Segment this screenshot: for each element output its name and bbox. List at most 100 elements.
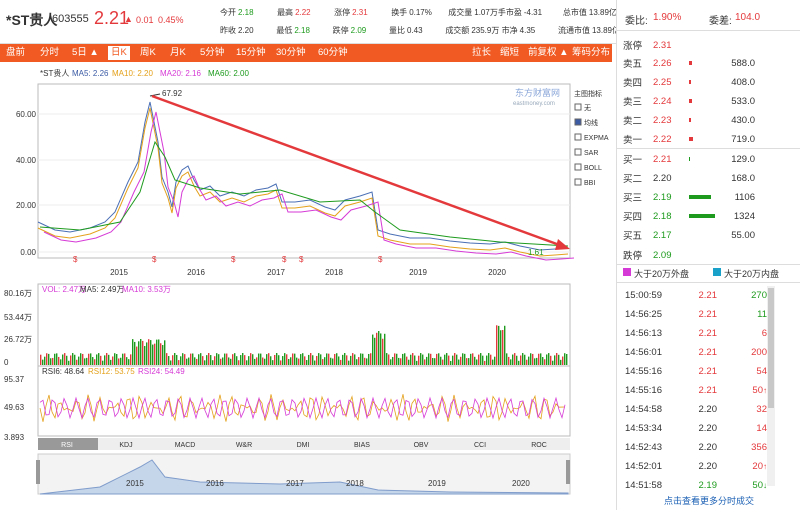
volume-bar bbox=[318, 353, 320, 365]
indicator-checkbox[interactable] bbox=[574, 148, 582, 156]
tab-1[interactable]: 分时 bbox=[40, 47, 60, 58]
ma-legend-1: MA10: 2.20 bbox=[112, 69, 153, 78]
volume-bar bbox=[150, 340, 152, 365]
volume-bar bbox=[168, 356, 170, 365]
price-line bbox=[37, 101, 569, 251]
quote-label: 量比 bbox=[388, 25, 405, 35]
tick-volume-value: 356 bbox=[751, 442, 767, 453]
quote-value: 2.18 bbox=[238, 7, 254, 17]
quote-label: 今开 bbox=[220, 7, 236, 17]
volume-bar bbox=[118, 358, 120, 365]
volume-bar bbox=[416, 360, 418, 365]
volume-bar bbox=[446, 353, 448, 365]
toolbar-right-3[interactable]: 筹码分布 bbox=[572, 47, 611, 58]
tab-2[interactable]: 5日 ▲ bbox=[72, 47, 99, 58]
volume-bar bbox=[368, 353, 370, 365]
volume-bar bbox=[412, 353, 414, 365]
indicator-checkbox[interactable] bbox=[574, 103, 582, 111]
volume-bar bbox=[228, 357, 230, 365]
toolbar-right-2[interactable]: 前复权 ▲ bbox=[528, 47, 569, 58]
volume-bar bbox=[240, 355, 242, 365]
volume-bar bbox=[422, 354, 424, 365]
volume-bar bbox=[542, 357, 544, 365]
volume-bar bbox=[158, 339, 160, 365]
volume-bar bbox=[74, 354, 76, 365]
bids-row-0: 买一 2.21 129.0 bbox=[617, 150, 800, 168]
tick-price: 2.21 bbox=[698, 347, 718, 358]
weibi-value: 1.90% bbox=[653, 12, 682, 23]
volume-bar bbox=[44, 356, 46, 365]
stock-price: 2.21 bbox=[94, 8, 130, 28]
tab-0[interactable]: 盘前 bbox=[6, 47, 26, 58]
asks-row-3: 卖二 2.23 430.0 bbox=[617, 111, 800, 129]
quote-value: 13.89亿 bbox=[588, 7, 617, 17]
more-ticks-link[interactable]: 点击查看更多分时成交 bbox=[663, 496, 754, 506]
navigator-year: 2016 bbox=[206, 479, 224, 488]
volume-bar bbox=[116, 354, 118, 365]
volume-bar bbox=[232, 354, 234, 365]
indicator-option: SAR bbox=[584, 150, 598, 157]
limit-down-row: 跌停 2.09 bbox=[617, 246, 800, 264]
volume-bar bbox=[386, 353, 388, 365]
tick-row: 14:56:01 2.21 200 bbox=[617, 343, 771, 362]
tab-8[interactable]: 30分钟 bbox=[276, 47, 306, 58]
volume-bar bbox=[230, 358, 232, 365]
indicator-checkbox[interactable] bbox=[574, 118, 582, 126]
tick-time: 14:51:58 bbox=[625, 480, 662, 491]
volume-bar bbox=[350, 355, 352, 365]
toolbar-right-0[interactable]: 拉长 bbox=[472, 47, 492, 58]
tab-6[interactable]: 5分钟 bbox=[200, 47, 225, 58]
tab-7[interactable]: 15分钟 bbox=[236, 47, 266, 58]
quote-label: 市净 bbox=[501, 25, 518, 35]
weibi-label: 委比: bbox=[625, 16, 648, 27]
volume-bar bbox=[490, 354, 492, 365]
main-ytick: 0.00 bbox=[20, 248, 36, 257]
volume-bar bbox=[358, 357, 360, 365]
tab-5[interactable]: 月K bbox=[170, 47, 186, 58]
volume-bar bbox=[184, 354, 186, 365]
volume-bar bbox=[562, 356, 564, 365]
volume-bar bbox=[460, 356, 462, 365]
kline-svg[interactable]: *ST贵人 MA5: 2.26 MA10: 2.20 MA20: 2.16 MA60: … bbox=[0, 62, 612, 510]
toolbar-right-1[interactable]: 缩短 bbox=[500, 47, 520, 58]
tick-volume: 200 bbox=[717, 347, 767, 358]
tick-volume-value: 200 bbox=[751, 347, 767, 358]
bids-price: 2.19 bbox=[653, 191, 672, 203]
navigator-left-handle[interactable] bbox=[36, 460, 40, 484]
quote-0-3: 换手 0.17% bbox=[391, 7, 448, 18]
limit-down-label: 跌停 bbox=[623, 251, 643, 262]
indicator-checkbox[interactable] bbox=[574, 178, 582, 186]
tab-3[interactable]: 日K bbox=[108, 46, 130, 60]
ma10-line bbox=[37, 107, 569, 257]
volume-bar bbox=[206, 355, 208, 365]
vol-ytick: 0 bbox=[4, 358, 9, 367]
volume-bar bbox=[482, 355, 484, 365]
volume-bar bbox=[352, 353, 354, 365]
tick-volume: 50↑ bbox=[717, 385, 767, 396]
volume-bar bbox=[566, 353, 568, 365]
volume-bar bbox=[336, 353, 338, 365]
indicator-checkbox[interactable] bbox=[574, 133, 582, 141]
vol-ytick: 80.16万 bbox=[4, 289, 32, 298]
asks-volume: 719.0 bbox=[731, 133, 755, 145]
volume-bar bbox=[86, 357, 88, 365]
tab-9[interactable]: 60分钟 bbox=[318, 47, 348, 58]
scrollbar-thumb[interactable] bbox=[768, 288, 774, 408]
volume-bar bbox=[142, 340, 144, 365]
tick-scrollbar[interactable] bbox=[767, 286, 775, 486]
volume-bar bbox=[326, 353, 328, 365]
volume-bar bbox=[124, 353, 126, 365]
navigator-right-handle[interactable] bbox=[566, 460, 570, 484]
main-ytick: 60.00 bbox=[16, 110, 37, 119]
volume-bar bbox=[212, 360, 214, 365]
rsi-ytick: 49.63 bbox=[4, 403, 25, 412]
volume-bar bbox=[40, 354, 42, 365]
tick-volume: 20↑ bbox=[717, 461, 767, 472]
tab-4[interactable]: 周K bbox=[140, 47, 156, 58]
volume-bar bbox=[420, 353, 422, 365]
volume-bar bbox=[96, 354, 98, 365]
quote-0-4: 成交量 1.07万手 bbox=[448, 7, 506, 18]
ma60-line bbox=[39, 140, 569, 247]
tick-price: 2.20 bbox=[698, 442, 718, 453]
indicator-checkbox[interactable] bbox=[574, 163, 582, 171]
